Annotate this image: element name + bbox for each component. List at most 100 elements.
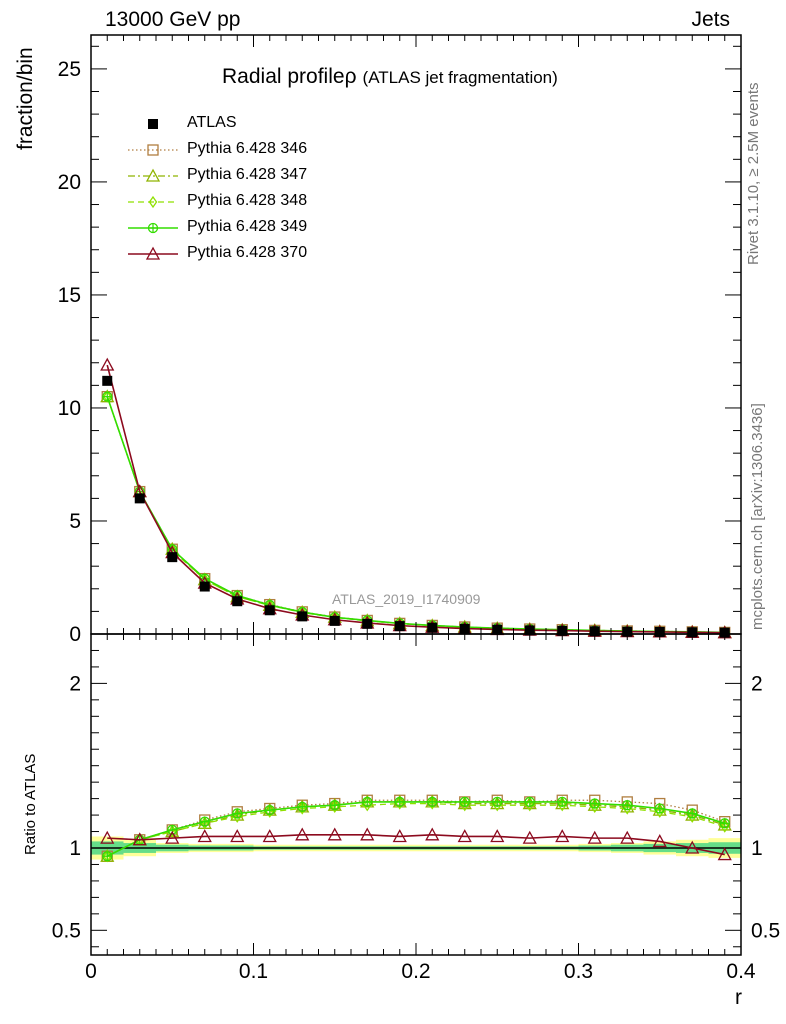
ratio-point-p349 xyxy=(589,798,600,809)
collision-energy-label: 13000 GeV pp xyxy=(105,8,241,31)
analysis-id-label: ATLAS_2019_I1740909 xyxy=(332,591,481,607)
ratio-point-p370 xyxy=(360,827,375,841)
ratio-point-p370 xyxy=(717,847,732,861)
legend-label-atlas: ATLAS xyxy=(187,114,237,131)
ratio-point-p348 xyxy=(232,810,242,823)
ratio-frame xyxy=(90,633,742,956)
mcplots-credit-label: mcplots.cern.ch [arXiv:1306.3436] xyxy=(749,403,766,630)
ratio-point-p370 xyxy=(652,834,667,848)
main-y-tick-label: 0 xyxy=(69,623,81,646)
legend-marker-p347 xyxy=(145,168,161,182)
x-axis-label: r xyxy=(735,986,742,1009)
ratio-point-p349 xyxy=(297,801,308,812)
ratio-point-p349 xyxy=(557,796,568,808)
ratio-point-p370 xyxy=(620,830,635,844)
ratio-point-p349 xyxy=(719,818,730,829)
ratio-point-p348 xyxy=(687,810,697,823)
ratio-point-p347 xyxy=(555,796,570,810)
ratio-point-p370 xyxy=(132,832,147,846)
x-tick-label: 0.4 xyxy=(726,960,756,983)
legend-label-349: Pythia 6.428 349 xyxy=(187,218,308,235)
ratio-point-p347 xyxy=(620,799,635,813)
legend-marker-p348 xyxy=(148,195,158,209)
x-tick-label: 0 xyxy=(85,960,97,983)
main-y-tick-label: 10 xyxy=(58,397,81,420)
ratio-point-p370 xyxy=(457,829,472,843)
ratio-point-p370 xyxy=(555,829,570,843)
chart-title-main: Radial profile xyxy=(222,65,345,88)
ratio-y-axis-label: Ratio to ATLAS xyxy=(22,753,39,855)
ratio-point-p349 xyxy=(329,800,340,811)
main-point-data xyxy=(199,581,210,592)
ratio-y-tick-label-right: 2 xyxy=(751,672,763,695)
main-y-tick-label: 20 xyxy=(58,171,81,194)
ratio-line-p346 xyxy=(106,799,725,857)
ratio-point-p349 xyxy=(459,796,470,808)
ratio-point-p370 xyxy=(587,830,602,844)
ratio-line-p348 xyxy=(106,802,725,857)
main-point-data xyxy=(264,605,275,616)
chart-title-symbol: ρ xyxy=(344,65,357,88)
main-point-data xyxy=(297,611,308,622)
rivet-version-label: Rivet 3.1.10, ≥ 2.5M events xyxy=(745,82,762,266)
ratio-point-p348 xyxy=(622,802,632,815)
ratio-point-p349 xyxy=(622,800,633,811)
main-point-data xyxy=(427,622,438,633)
ratio-point-p370 xyxy=(392,829,407,843)
ratio-line-p370 xyxy=(107,834,725,856)
ratio-point-p349 xyxy=(232,808,243,819)
main-y-tick-label: 5 xyxy=(69,510,81,533)
ratio-point-p349 xyxy=(264,804,275,816)
main-point-data xyxy=(134,493,145,504)
main-point-data xyxy=(102,375,113,386)
chart-title: Radial profileρ (ATLAS jet fragmentation) xyxy=(222,65,558,89)
ratio-point-p348 xyxy=(557,799,567,812)
ratio-point-p349 xyxy=(427,796,438,808)
ratio-point-p349 xyxy=(654,803,665,814)
main-point-data xyxy=(362,618,373,629)
ratio-point-p347 xyxy=(717,817,732,831)
main-point-data xyxy=(232,596,243,607)
legend-marker-p346 xyxy=(147,144,159,156)
legend-label-370: Pythia 6.428 370 xyxy=(187,244,308,261)
ratio-y-tick-label-right: 0.5 xyxy=(751,919,780,942)
main-y-tick-label: 25 xyxy=(58,58,81,81)
ratio-point-p349 xyxy=(524,796,535,808)
ratio-point-p348 xyxy=(362,799,372,812)
ratio-point-p370 xyxy=(425,827,440,841)
main-point-p349 xyxy=(102,391,113,402)
ratio-point-p347 xyxy=(587,797,602,811)
ratio-point-p347 xyxy=(490,796,505,810)
main-y-axis-label: fraction/bin xyxy=(14,47,37,150)
ratio-y-tick-label: 2 xyxy=(69,672,81,695)
ratio-point-p370 xyxy=(522,830,537,844)
ratio-point-p348 xyxy=(655,805,665,818)
chart-title-sub: (ATLAS jet fragmentation) xyxy=(362,68,558,87)
ratio-point-p348 xyxy=(492,799,502,812)
x-tick-label: 0.3 xyxy=(564,960,593,983)
ratio-point-p370 xyxy=(685,840,700,854)
x-tick-label: 0.2 xyxy=(401,960,430,983)
ratio-point-p349 xyxy=(199,816,210,827)
main-point-data xyxy=(167,552,178,563)
ratio-point-p349 xyxy=(102,851,113,862)
ratio-point-p370 xyxy=(490,829,505,843)
ratio-point-p370 xyxy=(230,829,245,843)
ratio-point-p349 xyxy=(687,808,698,819)
ratio-point-p370 xyxy=(327,827,342,841)
ratio-point-p370 xyxy=(262,829,277,843)
legend-marker-p370 xyxy=(145,246,161,260)
ratio-y-tick-label: 1 xyxy=(69,837,81,860)
main-y-tick-label: 15 xyxy=(58,284,81,307)
legend-marker-p349 xyxy=(147,222,159,234)
x-tick-label: 0.1 xyxy=(239,960,268,983)
main-point-p370 xyxy=(100,357,115,371)
ratio-point-p349 xyxy=(394,796,405,808)
ratio-point-p348 xyxy=(720,820,730,833)
ratio-point-p347 xyxy=(457,796,472,810)
ratio-point-p349 xyxy=(492,796,503,808)
legend-label-346: Pythia 6.428 346 xyxy=(187,140,308,157)
process-label: Jets xyxy=(691,8,730,31)
legend-marker-data xyxy=(148,119,158,129)
